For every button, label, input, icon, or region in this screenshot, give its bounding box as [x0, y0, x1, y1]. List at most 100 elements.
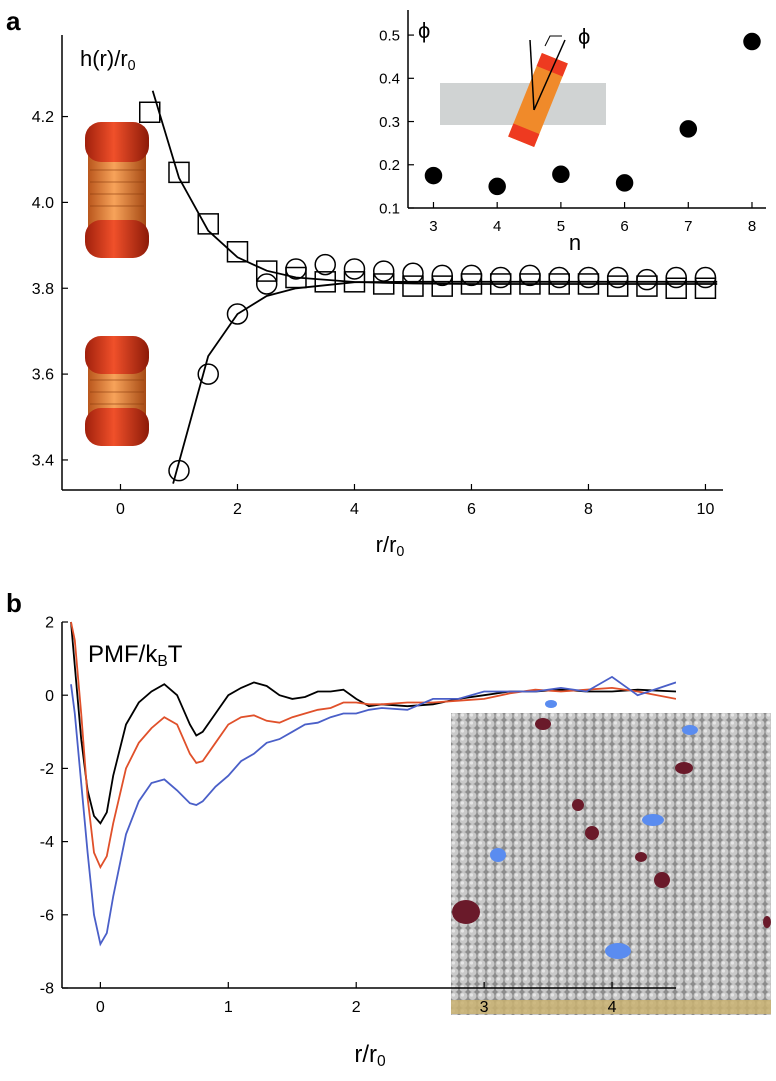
marker: [372, 260, 395, 282]
subscript: B: [157, 653, 167, 670]
x-tick-label: 8: [748, 218, 756, 235]
y-tick-label: 4.0: [32, 195, 54, 212]
marker: [606, 266, 629, 289]
marker: [255, 273, 278, 295]
marker: [577, 266, 600, 289]
marker: [226, 241, 249, 263]
marker: [197, 363, 219, 385]
rod-illustration: [85, 122, 149, 258]
x-tick-label: 0: [116, 501, 125, 518]
marker: [402, 262, 424, 284]
marker: [424, 166, 443, 185]
marker: [606, 275, 629, 297]
marker: [460, 264, 483, 287]
series-line: [70, 675, 676, 947]
x-tick-label: 10: [697, 501, 715, 518]
x-tick-label: 2: [233, 501, 242, 518]
x-tick-label: 8: [584, 501, 593, 518]
marker: [431, 264, 453, 287]
marker: [636, 275, 658, 297]
y-axis-label: PMF/kBT: [88, 641, 183, 670]
y-tick-label: -8: [40, 981, 54, 998]
marker: [168, 161, 190, 184]
tilt-schematic: [440, 35, 606, 147]
marker: [694, 277, 717, 300]
marker: [636, 268, 658, 291]
panel-label: a: [6, 6, 21, 36]
y-tick-label: 0.1: [379, 200, 400, 217]
y-tick-label: 0.4: [379, 71, 400, 88]
y-tick-label: -2: [40, 761, 54, 778]
x-tick-label: 3: [429, 218, 437, 235]
subscript: 0: [128, 58, 136, 74]
marker: [343, 258, 366, 280]
x-tick-label: 2: [352, 999, 361, 1016]
annotation: ϕ: [578, 24, 590, 49]
label-part: n: [569, 230, 581, 255]
x-tick-label: 4: [350, 501, 359, 518]
x-tick-label: 3: [480, 999, 489, 1016]
y-tick-label: 2: [45, 615, 54, 632]
marker: [314, 271, 336, 293]
marker: [548, 266, 570, 289]
y-axis-label: h(r)/r0: [80, 46, 136, 74]
y-tick-label: 0: [45, 688, 54, 705]
series-line: [70, 621, 676, 870]
subscript: 0: [396, 544, 404, 560]
marker: [665, 266, 687, 289]
marker: [431, 275, 453, 297]
y-tick-label: -6: [40, 907, 54, 924]
y-tick-label: 4.2: [32, 109, 54, 126]
marker: [255, 260, 278, 282]
y-tick-label: 0.5: [379, 27, 400, 44]
panel-label: b: [6, 588, 22, 618]
marker: [285, 258, 307, 280]
marker: [402, 275, 424, 297]
x-tick-label: 6: [467, 501, 476, 518]
x-tick-label: 7: [684, 218, 692, 235]
label-part: r/r: [376, 532, 397, 557]
marker: [314, 253, 336, 276]
y-tick-label: 0.2: [379, 157, 400, 174]
marker: [615, 174, 634, 192]
x-axis-label: r/r0: [376, 532, 405, 560]
marker: [197, 213, 219, 235]
marker: [694, 266, 717, 289]
marker: [488, 177, 506, 196]
marker: [226, 303, 249, 325]
y-axis-label: ϕ: [418, 18, 430, 43]
x-axis-label: r/r0: [354, 1041, 386, 1070]
series-line: [70, 621, 676, 825]
label-part: PMF/k: [88, 641, 158, 668]
subscript: 0: [377, 1053, 386, 1070]
x-tick-label: 5: [557, 218, 565, 235]
y-tick-label: 3.6: [32, 367, 54, 384]
x-tick-label: 6: [620, 218, 628, 235]
y-tick-label: 3.8: [32, 281, 54, 298]
series-line: [151, 90, 718, 285]
simulation-snapshot: [451, 700, 771, 1015]
label-part: r/r: [354, 1041, 377, 1068]
marker: [372, 273, 395, 295]
x-tick-label: 4: [608, 999, 617, 1016]
rod-illustration: [85, 336, 149, 446]
marker: [489, 266, 512, 289]
label-part: ϕ: [418, 18, 430, 43]
y-tick-label: 3.4: [32, 453, 54, 470]
label-part: T: [168, 641, 183, 668]
x-tick-label: 0: [96, 999, 105, 1016]
marker: [665, 277, 687, 300]
series-line: [172, 280, 718, 484]
label-part: h(r)/r: [80, 46, 128, 71]
marker: [552, 165, 570, 184]
marker: [743, 32, 761, 51]
y-tick-label: -4: [40, 834, 54, 851]
marker: [679, 120, 698, 138]
x-tick-label: 1: [224, 999, 233, 1016]
x-tick-label: 4: [493, 218, 501, 235]
marker: [519, 264, 541, 287]
x-axis-label: n: [569, 230, 581, 255]
y-tick-label: 0.3: [379, 114, 400, 131]
